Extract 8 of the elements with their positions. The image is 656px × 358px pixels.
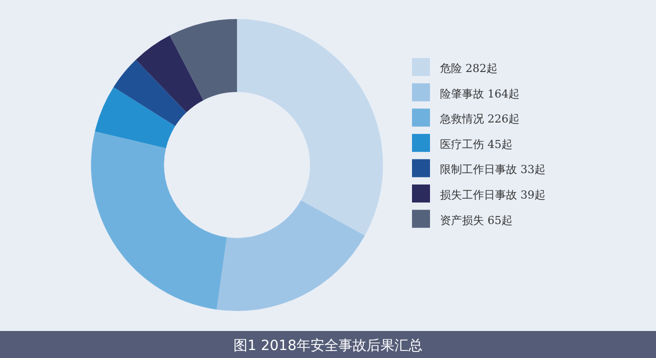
text: 图1 2018年安全事故后果汇总 <box>234 338 422 354</box>
legend-label: 医疗工伤 45起 <box>440 138 512 151</box>
legend-label: 资产损失 65起 <box>440 214 512 227</box>
legend-label: 险肇事故 164起 <box>440 87 520 100</box>
legend-label: 限制工作日事故 33起 <box>440 163 546 176</box>
legend-label: 损失工作日事故 39起 <box>440 188 546 202</box>
legend-label: 急救情况 226起 <box>439 112 520 126</box>
legend-label: 危险 282起 <box>440 62 498 75</box>
